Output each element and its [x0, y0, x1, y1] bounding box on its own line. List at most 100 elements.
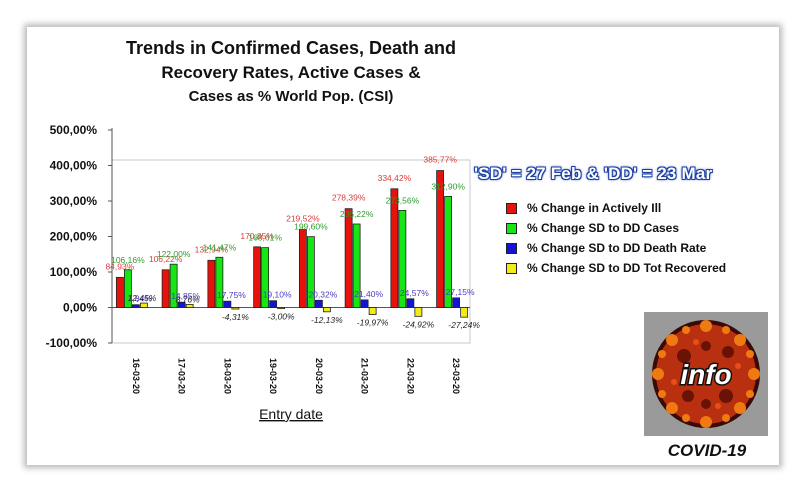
data-label: -3,00%: [268, 312, 295, 322]
data-label: 385,77%: [423, 155, 457, 165]
legend-label: % Change SD to DD Death Rate: [527, 241, 707, 255]
chart-legend: % Change in Actively Ill % Change SD to …: [506, 198, 726, 278]
legend-label: % Change SD to DD Cases: [527, 221, 680, 235]
data-label: 21,40%: [354, 289, 383, 299]
bar: [123, 269, 132, 308]
data-label: 132,94%: [195, 244, 229, 254]
data-label: 278,39%: [332, 193, 366, 203]
y-tick-label: 300,00%: [50, 194, 98, 208]
y-tick-label: 400,00%: [50, 159, 98, 173]
x-tick-label: 19-03-20: [268, 358, 278, 394]
data-label: 12,45%: [127, 293, 156, 303]
data-label: 27,15%: [446, 287, 475, 297]
data-label: 84,93%: [105, 261, 134, 271]
bar: [139, 302, 148, 308]
y-tick-label: -100,00%: [46, 336, 98, 350]
covid-info-logo: info: [644, 312, 768, 436]
y-tick-label: 0,00%: [63, 301, 97, 315]
logo-text: info: [680, 359, 731, 390]
data-label: 17,75%: [217, 290, 246, 300]
data-label: 334,42%: [378, 173, 412, 183]
data-label: 168,61%: [248, 233, 282, 243]
bar: [360, 299, 369, 308]
data-label: 24,57%: [400, 288, 429, 298]
data-label: 8,76%: [176, 294, 201, 304]
data-label: 106,16%: [111, 255, 145, 265]
bar: [231, 307, 240, 310]
x-axis-label: Entry date: [259, 406, 323, 422]
data-label: 312,90%: [431, 181, 465, 191]
bar: [277, 307, 286, 309]
data-label: 20,32%: [308, 289, 337, 299]
x-tick-label: 20-03-20: [314, 358, 324, 394]
bar: [215, 256, 224, 308]
legend-item-recovered: % Change SD to DD Tot Recovered: [506, 258, 726, 278]
bar: [185, 303, 194, 308]
data-label: 273,56%: [386, 195, 420, 205]
legend-swatch: [506, 242, 517, 254]
data-label: -27,24%: [448, 320, 480, 330]
y-tick-label: 500,00%: [50, 123, 98, 137]
data-label: 122,00%: [157, 249, 191, 259]
x-tick-label: 18-03-20: [222, 358, 232, 394]
y-tick-label: 100,00%: [50, 265, 98, 279]
data-label: -4,31%: [222, 312, 249, 322]
legend-label: % Change SD to DD Tot Recovered: [527, 261, 727, 275]
legend-item-actively-ill: % Change in Actively Ill: [506, 198, 726, 218]
bar: [169, 263, 178, 308]
bar: [352, 223, 361, 308]
chart-title-line-1: Trends in Confirmed Cases, Death and: [125, 38, 457, 58]
bar: [115, 276, 124, 308]
x-tick-label: 21-03-20: [360, 358, 370, 394]
bar: [269, 300, 278, 308]
data-label: -19,97%: [357, 318, 389, 328]
bar: [261, 247, 270, 308]
date-range-banner: 'SD' = 27 Feb & 'DD' = 23 Mar: [474, 164, 713, 183]
logo-caption: COVID-19: [667, 441, 747, 460]
bar: [161, 269, 170, 308]
data-label: 235,22%: [340, 209, 374, 219]
x-tick-label: 16-03-20: [131, 358, 141, 394]
bar: [207, 259, 216, 308]
legend-swatch: [506, 202, 517, 214]
data-label: 19,10%: [263, 290, 292, 300]
data-label: 219,52%: [286, 214, 320, 224]
bar: [390, 188, 399, 308]
bar: [253, 246, 262, 308]
chart-title-line-2: Recovery Rates, Active Cases &: [161, 63, 421, 82]
data-label: 7,84%: [128, 294, 153, 304]
bar: [406, 298, 415, 308]
data-label: 199,60%: [294, 222, 328, 232]
x-tick-label: 23-03-20: [451, 358, 461, 394]
y-tick-label: 200,00%: [50, 230, 98, 244]
bar: [414, 307, 423, 317]
bar: [306, 236, 315, 308]
data-label: 170,85%: [240, 231, 274, 241]
bar: [298, 229, 307, 308]
legend-label: % Change in Actively Ill: [527, 201, 662, 215]
x-tick-label: 17-03-20: [177, 358, 187, 394]
bar: [177, 301, 186, 308]
data-label: -12,13%: [311, 315, 343, 325]
bar: [436, 170, 445, 308]
bar: [223, 300, 232, 308]
bar: [131, 304, 140, 308]
bar: [314, 299, 323, 308]
data-label: 106,22%: [149, 254, 183, 264]
chart-title-line-3: Cases as % World Pop. (CSI): [188, 88, 394, 105]
data-label: 141,47%: [203, 242, 237, 252]
data-label: -24,92%: [403, 319, 435, 329]
data-label: 14,85%: [171, 291, 200, 301]
bar: [322, 307, 331, 313]
bar: [460, 307, 469, 318]
legend-item-cases: % Change SD to DD Cases: [506, 218, 726, 238]
legend-item-death-rate: % Change SD to DD Death Rate: [506, 238, 726, 258]
legend-swatch: [506, 222, 517, 234]
bar: [452, 297, 461, 308]
bar: [344, 208, 353, 308]
x-tick-label: 22-03-20: [405, 358, 415, 394]
legend-swatch: [506, 262, 517, 274]
bar: [398, 209, 407, 308]
bar: [444, 196, 453, 308]
